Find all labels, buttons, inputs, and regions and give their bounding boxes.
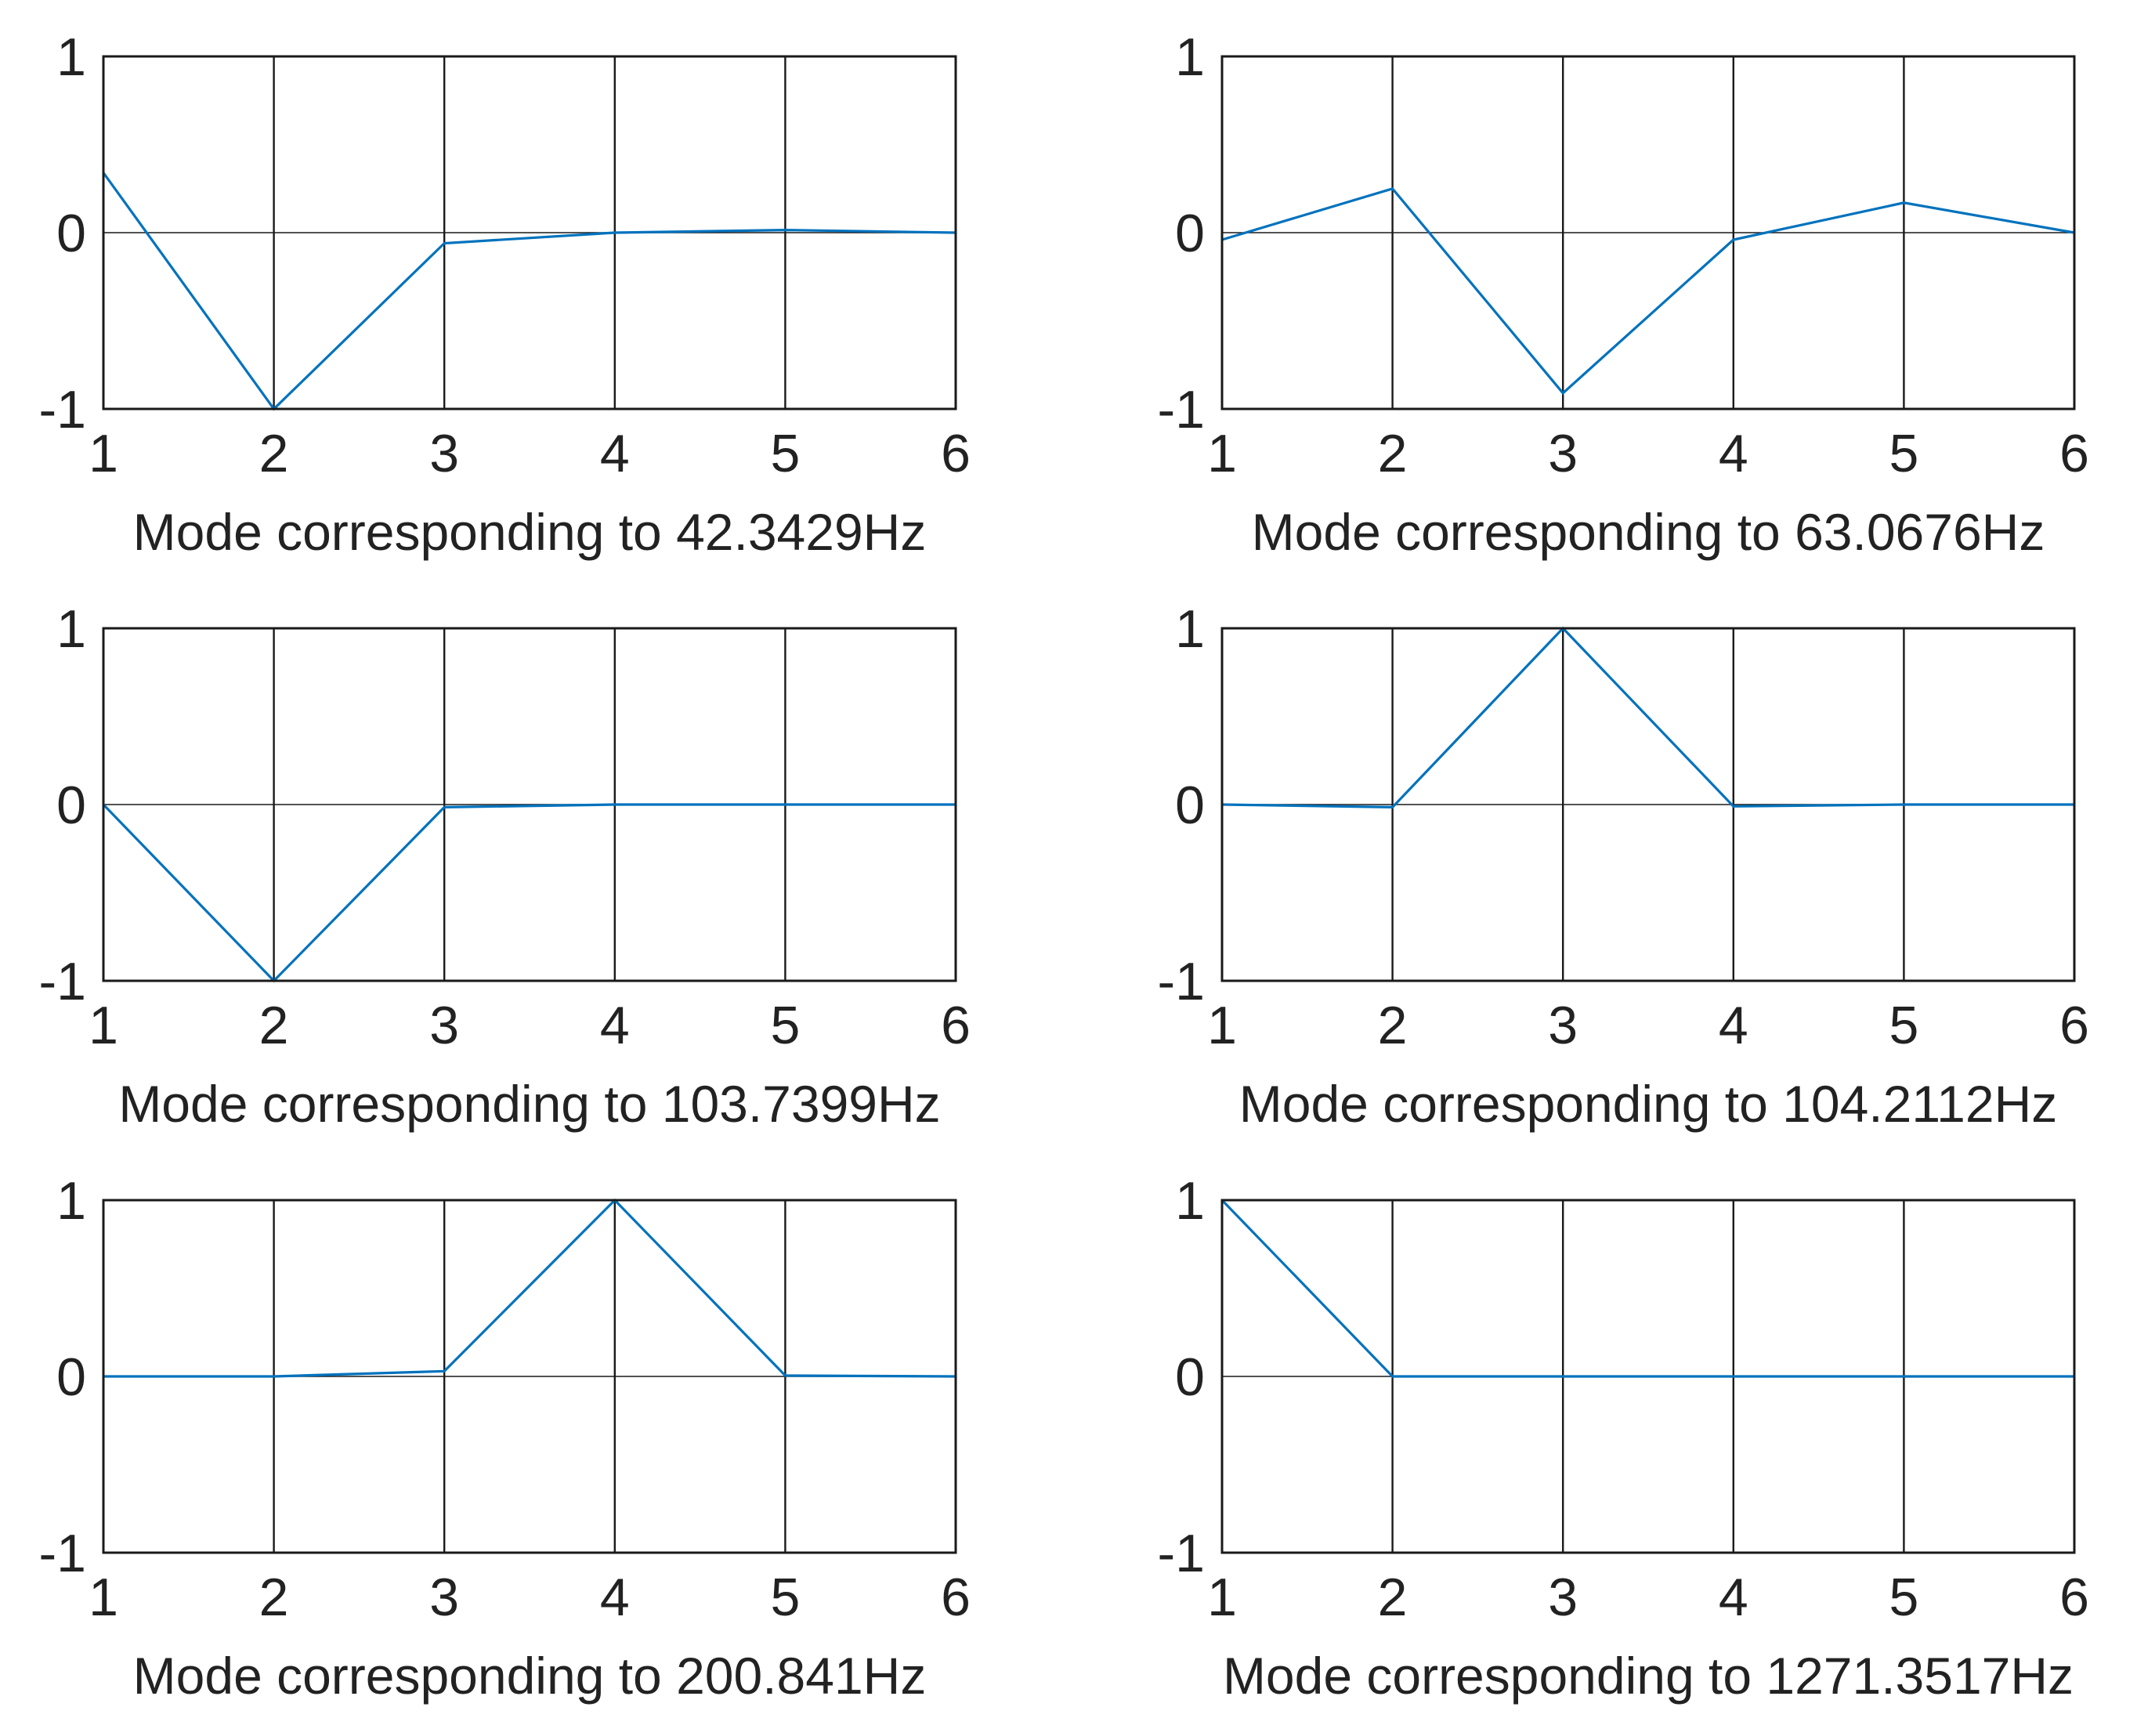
x-tick-label: 2	[1378, 1568, 1408, 1627]
x-tick-label: 5	[1889, 424, 1918, 483]
x-tick-label: 6	[2059, 996, 2089, 1055]
x-tick-label: 5	[770, 424, 800, 483]
axes-box	[1220, 1199, 2076, 1554]
x-tick-label: 1	[1207, 424, 1237, 483]
x-tick-label: 4	[600, 996, 630, 1055]
x-tick-label: 4	[600, 424, 630, 483]
x-tick-label: 6	[941, 996, 971, 1055]
x-tick-label: 2	[259, 996, 289, 1055]
mode-shape-line	[102, 172, 956, 411]
mode-shape-line	[103, 1198, 956, 1378]
x-tick-label: 1	[1207, 1568, 1237, 1627]
y-tick-label: 0	[56, 1347, 86, 1407]
x-tick-label: 4	[1719, 1568, 1748, 1627]
x-axis-label: Mode corresponding to 42.3429Hz	[133, 503, 927, 561]
x-tick-label: 1	[1207, 996, 1237, 1055]
y-tick-label: 1	[1175, 1171, 1205, 1231]
mode-shape-line	[1220, 1199, 2074, 1378]
y-tick-label: 0	[1175, 204, 1205, 263]
x-tick-label: 3	[1548, 424, 1578, 483]
x-tick-label: 2	[1378, 424, 1408, 483]
y-tick-label: -1	[1158, 380, 1205, 439]
subplot-2: 1 2 3 4 5 6 -1 0 1 Mode corresponding to 63.0676H…	[1158, 27, 2089, 561]
x-tick-label: 5	[770, 996, 800, 1055]
x-tick-label: 5	[1889, 996, 1918, 1055]
y-tick-label: -1	[39, 380, 86, 439]
x-tick-label: 2	[259, 1568, 289, 1627]
axes-box	[102, 1199, 957, 1554]
x-tick-label: 5	[1889, 1568, 1918, 1627]
y-tick-label: -1	[1158, 1524, 1205, 1583]
x-tick-label: 5	[770, 1568, 800, 1627]
y-tick-label: 1	[56, 27, 86, 87]
axes-box	[1220, 627, 2076, 982]
axes-box	[102, 627, 957, 982]
x-tick-label: 1	[89, 996, 118, 1055]
y-tick-label: 1	[56, 599, 86, 659]
axes-box	[1220, 55, 2076, 410]
x-axis-label: Mode corresponding to 200.841Hz	[133, 1647, 927, 1705]
x-tick-label: 4	[1719, 996, 1748, 1055]
subplot-1: 1 2 3 4 5 6 -1 0 1 Mode corresponding to 42.3429H…	[39, 27, 971, 561]
x-tick-label: 6	[2059, 1568, 2089, 1627]
y-tick-label: 1	[1175, 27, 1205, 87]
y-tick-label: -1	[39, 952, 86, 1011]
x-tick-label: 1	[89, 1568, 118, 1627]
y-tick-label: 1	[56, 1171, 86, 1231]
x-axis-label: Mode corresponding to 63.0676Hz	[1252, 503, 2045, 561]
x-tick-label: 1	[89, 424, 118, 483]
y-tick-label: 0	[1175, 776, 1205, 835]
x-axis-label: Mode corresponding to 104.2112Hz	[1239, 1075, 2057, 1133]
x-tick-label: 6	[941, 424, 971, 483]
x-tick-label: 6	[941, 1568, 971, 1627]
x-tick-label: 6	[2059, 424, 2089, 483]
x-tick-label: 3	[1548, 996, 1578, 1055]
y-tick-label: 0	[1175, 1347, 1205, 1407]
axes-box	[102, 55, 957, 410]
x-tick-label: 3	[429, 1568, 459, 1627]
x-tick-label: 3	[429, 996, 459, 1055]
y-tick-label: 0	[56, 776, 86, 835]
y-tick-label: -1	[1158, 952, 1205, 1011]
x-tick-label: 4	[1719, 424, 1748, 483]
subplot-5: 1 2 3 4 5 6 -1 0 1 Mode corresponding to 200.841H…	[39, 1171, 971, 1705]
x-axis-label: Mode corresponding to 103.7399Hz	[118, 1075, 940, 1133]
mode-shape-line	[1221, 626, 2074, 809]
x-tick-label: 4	[600, 1568, 630, 1627]
x-tick-label: 3	[429, 424, 459, 483]
y-tick-label: -1	[39, 1524, 86, 1583]
subplot-6: 1 2 3 4 5 6 -1 0 1 Mode corresponding to 1271.351…	[1158, 1171, 2089, 1705]
y-tick-label: 0	[56, 204, 86, 263]
y-tick-label: 1	[1175, 599, 1205, 659]
x-tick-label: 3	[1548, 1568, 1578, 1627]
x-axis-label: Mode corresponding to 1271.3517Hz	[1223, 1647, 2074, 1705]
mode-shape-line	[102, 803, 956, 983]
x-tick-label: 2	[1378, 996, 1408, 1055]
x-tick-label: 2	[259, 424, 289, 483]
mode-shape-line	[1221, 186, 2075, 396]
